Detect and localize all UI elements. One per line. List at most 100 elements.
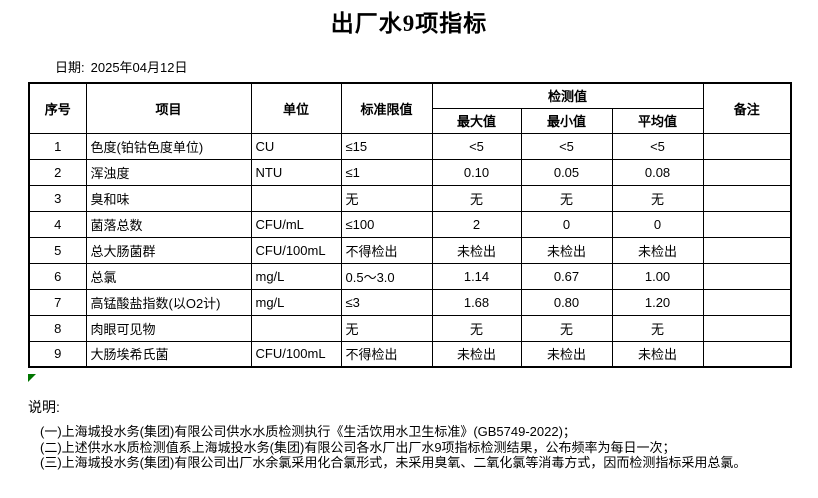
col-header-min: 最小值 xyxy=(520,107,613,134)
cell-avg: 无 xyxy=(611,314,704,342)
col-header-unit: 单位 xyxy=(250,82,342,134)
header-row-1: 序号 项目 单位 标准限值 检测值 备注 xyxy=(28,82,792,134)
cell-max: 无 xyxy=(431,184,522,212)
cell-remark xyxy=(702,236,792,264)
report-date: 日期: 2025年04月12日 xyxy=(55,57,187,76)
cell-item: 臭和味 xyxy=(85,184,252,212)
cell-limit: 不得检出 xyxy=(340,236,433,264)
indicators-table: 序号 项目 单位 标准限值 检测值 备注 最大值 最小值 平均值 1 色度(铂钴… xyxy=(28,82,793,368)
cell-unit: mg/L xyxy=(250,288,342,316)
table-row: 3 臭和味 无 无 无 无 xyxy=(28,184,792,212)
table-row: 1 色度(铂钴色度单位) CU ≤15 <5 <5 <5 xyxy=(28,132,792,160)
cell-min: 0.67 xyxy=(520,262,613,290)
cell-item: 高锰酸盐指数(以O2计) xyxy=(85,288,252,316)
table-row: 4 菌落总数 CFU/mL ≤100 2 0 0 xyxy=(28,210,792,238)
cell-unit xyxy=(250,184,342,212)
table-row: 5 总大肠菌群 CFU/100mL 不得检出 未检出 未检出 未检出 xyxy=(28,236,792,264)
cell-max: 1.14 xyxy=(431,262,522,290)
cell-avg: 未检出 xyxy=(611,340,704,368)
cell-item: 总大肠菌群 xyxy=(85,236,252,264)
col-header-index: 序号 xyxy=(28,82,87,134)
cell-min: 未检出 xyxy=(520,236,613,264)
cell-unit: CFU/100mL xyxy=(250,340,342,368)
cell-min: 无 xyxy=(520,184,613,212)
notes-block: (一)上海城投水务(集团)有限公司供水水质检测执行《生活饮用水卫生标准》(GB5… xyxy=(40,424,746,471)
cell-unit: CFU/100mL xyxy=(250,236,342,264)
col-header-max: 最大值 xyxy=(431,107,522,134)
date-value: 2025年04月12日 xyxy=(90,60,188,75)
cell-avg: 0.08 xyxy=(611,158,704,186)
cell-limit: 不得检出 xyxy=(340,340,433,368)
notes-label: 说明: xyxy=(28,399,60,415)
cell-avg: 1.00 xyxy=(611,262,704,290)
col-header-item: 项目 xyxy=(85,82,252,134)
cell-item: 肉眼可见物 xyxy=(85,314,252,342)
cell-remark xyxy=(702,288,792,316)
cell-remark xyxy=(702,314,792,342)
cell-max: 2 xyxy=(431,210,522,238)
table-row: 7 高锰酸盐指数(以O2计) mg/L ≤3 1.68 0.80 1.20 xyxy=(28,288,792,316)
cell-limit: ≤100 xyxy=(340,210,433,238)
cell-limit: 无 xyxy=(340,184,433,212)
cell-limit: 无 xyxy=(340,314,433,342)
cell-max: 0.10 xyxy=(431,158,522,186)
cell-min: 0.05 xyxy=(520,158,613,186)
cell-remark xyxy=(702,184,792,212)
cell-remark xyxy=(702,158,792,186)
date-label: 日期: xyxy=(55,60,85,75)
cell-remark xyxy=(702,262,792,290)
note-line: (一)上海城投水务(集团)有限公司供水水质检测执行《生活饮用水卫生标准》(GB5… xyxy=(40,424,576,439)
cell-min: 未检出 xyxy=(520,340,613,368)
table-row: 2 浑浊度 NTU ≤1 0.10 0.05 0.08 xyxy=(28,158,792,186)
cell-item: 色度(铂钴色度单位) xyxy=(85,132,252,160)
cell-avg: 未检出 xyxy=(611,236,704,264)
col-header-detection: 检测值 xyxy=(431,82,704,109)
cell-limit: ≤1 xyxy=(340,158,433,186)
header-row-2: 最大值 最小值 平均值 xyxy=(29,107,791,134)
cell-avg: 0 xyxy=(611,210,704,238)
cell-max: <5 xyxy=(431,132,522,160)
cell-unit: mg/L xyxy=(250,262,342,290)
cell-index: 5 xyxy=(28,236,87,264)
col-header-avg: 平均值 xyxy=(611,107,704,134)
cell-unit: CFU/mL xyxy=(250,210,342,238)
cell-min: 无 xyxy=(520,314,613,342)
cell-max: 未检出 xyxy=(431,340,522,368)
table-row: 9 大肠埃希氏菌 CFU/100mL 不得检出 未检出 未检出 未检出 xyxy=(28,340,792,368)
cell-index: 7 xyxy=(28,288,87,316)
cell-limit: ≤15 xyxy=(340,132,433,160)
note-line: (三)上海城投水务(集团)有限公司出厂水余氯采用化合氯形式，未采用臭氧、二氧化氯… xyxy=(40,455,747,470)
cell-item: 总氯 xyxy=(85,262,252,290)
col-header-remark: 备注 xyxy=(702,82,792,134)
page-title: 出厂水9项指标 xyxy=(330,11,488,36)
cell-unit: NTU xyxy=(250,158,342,186)
cell-avg: 1.20 xyxy=(611,288,704,316)
cell-remark xyxy=(702,340,792,368)
table-row: 6 总氯 mg/L 0.5～3.0 1.14 0.67 1.00 xyxy=(28,262,792,290)
cell-item: 大肠埃希氏菌 xyxy=(85,340,252,368)
cell-unit xyxy=(250,314,342,342)
cell-index: 4 xyxy=(28,210,87,238)
cell-index: 9 xyxy=(28,340,87,368)
cell-remark xyxy=(702,210,792,238)
cell-min: 0.80 xyxy=(520,288,613,316)
cell-limit: ≤3 xyxy=(340,288,433,316)
cell-remark xyxy=(702,132,792,160)
cell-index: 8 xyxy=(28,314,87,342)
table-row: 8 肉眼可见物 无 无 无 无 xyxy=(28,314,792,342)
cell-min: <5 xyxy=(520,132,613,160)
cell-index: 1 xyxy=(28,132,87,160)
col-header-limit: 标准限值 xyxy=(340,82,433,134)
cell-index: 6 xyxy=(28,262,87,290)
cell-max: 无 xyxy=(431,314,522,342)
note-line: (二)上述供水水质检测值系上海城投水务(集团)有限公司各水厂出厂水9项指标检测结… xyxy=(40,439,676,455)
cell-unit: CU xyxy=(250,132,342,160)
cell-index: 2 xyxy=(28,158,87,186)
cell-max: 未检出 xyxy=(431,236,522,264)
green-corner-marker-icon xyxy=(28,374,36,382)
cell-item: 菌落总数 xyxy=(85,210,252,238)
cell-index: 3 xyxy=(28,184,87,212)
cell-avg: <5 xyxy=(611,132,704,160)
cell-avg: 无 xyxy=(611,184,704,212)
cell-max: 1.68 xyxy=(431,288,522,316)
